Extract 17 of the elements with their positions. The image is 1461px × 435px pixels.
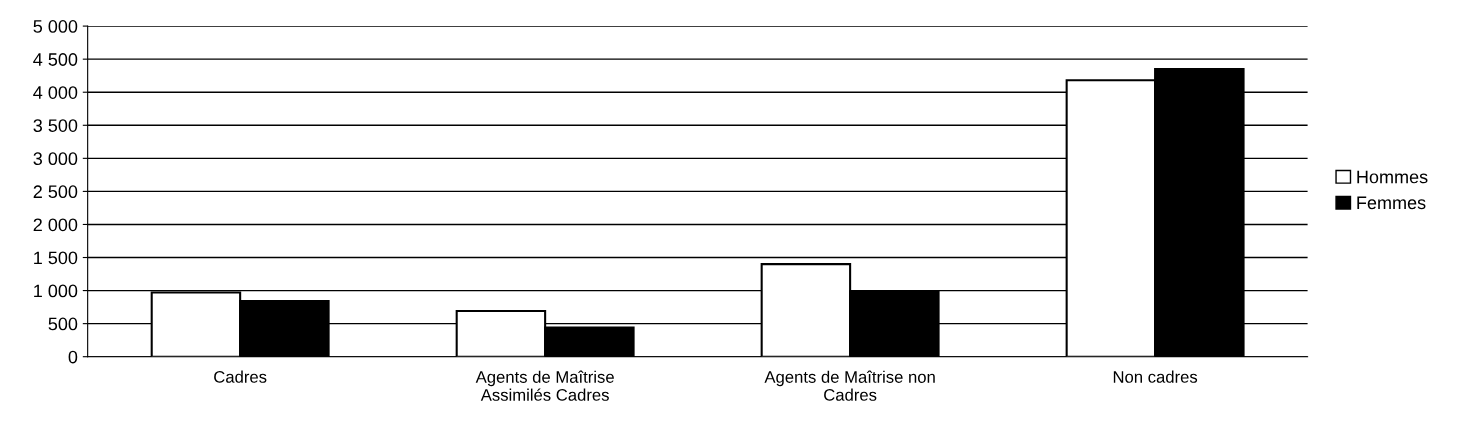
y-tick-label: 1 000: [34, 284, 78, 298]
x-tick-label: Agents de Maîtrise Assimilés Cadres: [475, 370, 614, 401]
y-tick-label: 5 000: [33, 20, 78, 33]
y-tick-label: 0: [68, 350, 78, 364]
y-tick-label: 4 000: [33, 86, 78, 99]
legend-label: Femmes: [1357, 196, 1426, 210]
legend-label: Hommes: [1357, 170, 1428, 184]
x-tick-label: Non cadres: [1113, 370, 1198, 383]
y-tick-label: 1 500: [34, 251, 78, 265]
y-tick-label: 3 500: [33, 119, 78, 132]
y-tick-label: 500: [48, 317, 78, 331]
y-tick-label: 4 500: [33, 53, 78, 66]
x-tick-label: Cadres: [214, 370, 267, 383]
y-tick-label: 3 000: [33, 152, 78, 166]
y-tick-label: 2 500: [33, 185, 78, 199]
y-tick-label: 2 000: [33, 218, 78, 232]
x-tick-label: Agents de Maîtrise non Cadres: [764, 370, 935, 401]
